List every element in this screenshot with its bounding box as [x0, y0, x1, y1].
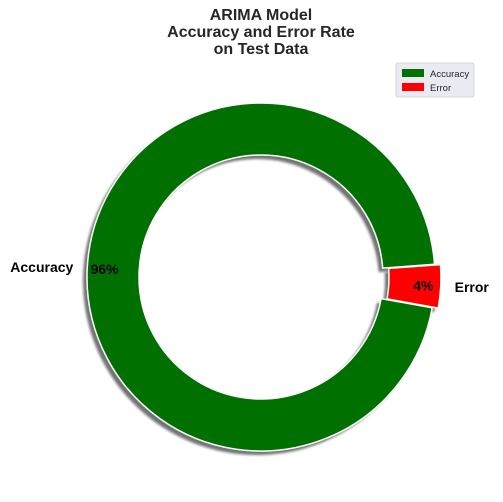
- slice-pct-label-accuracy: 96%: [91, 261, 120, 277]
- title-line-3: on Test Data: [214, 41, 309, 58]
- legend-swatch-error: [402, 83, 424, 91]
- slice-accuracy: [86, 102, 436, 452]
- legend-label-accuracy: Accuracy: [430, 69, 469, 80]
- chart-title: ARIMA Model Accuracy and Error Rate on T…: [167, 7, 355, 58]
- title-line-1: ARIMA Model: [210, 7, 313, 24]
- title-line-2: Accuracy and Error Rate: [167, 24, 355, 41]
- legend: Accuracy Error: [395, 62, 475, 98]
- slice-error: [386, 263, 442, 309]
- slice-pct-label-error: 4%: [413, 278, 434, 294]
- slice-label-error: Error: [455, 279, 490, 295]
- legend-label-error: Error: [430, 83, 451, 94]
- slice-label-accuracy: Accuracy: [10, 259, 73, 275]
- slices: [86, 102, 442, 452]
- slice-labels: Accuracy 96% Error 4%: [10, 259, 489, 295]
- legend-swatch-accuracy: [402, 69, 424, 77]
